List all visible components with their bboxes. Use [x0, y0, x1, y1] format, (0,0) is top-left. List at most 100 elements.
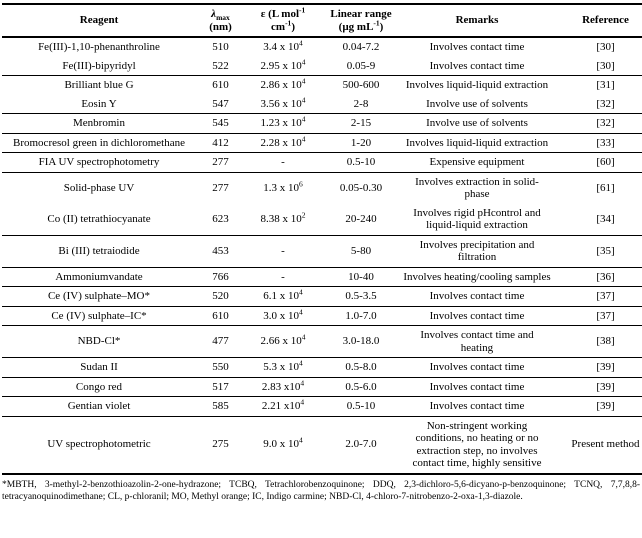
- table-header: Reagent λmax (nm) ε (L mol-1 cm-1) Linea…: [2, 4, 642, 37]
- lambda-max-cell: 277: [212, 156, 229, 168]
- reference-cell: [61]: [596, 181, 615, 194]
- epsilon-cell: 2.21 x104: [261, 397, 305, 412]
- remarks-cell: Involves liquid-liquid extraction: [405, 136, 549, 149]
- epsilon-cell: 3.56 x 104: [260, 94, 306, 110]
- reference-cell: [36]: [596, 270, 615, 283]
- lambda-max-cell: 517: [212, 380, 229, 393]
- linear-range-close: ): [379, 20, 384, 33]
- linear-range-cell: 10-40: [348, 270, 374, 283]
- linear-range-cell: 0.5-3.5: [345, 290, 377, 302]
- lambda-max-cell: 585: [212, 400, 229, 412]
- linear-range-line1: Linear range: [330, 8, 392, 20]
- remarks-cell: Involve use of solvents: [426, 97, 528, 110]
- reagent-cell: Ce (IV) sulphate–IC*: [51, 309, 147, 322]
- remarks-cell: Involves heating/cooling samples: [403, 270, 551, 283]
- remarks-cell: Involves contact time: [429, 290, 525, 302]
- remarks-cell: Involves rigid pHcontrol and liquid-liqu…: [413, 206, 541, 232]
- lambda-max-cell: 610: [212, 79, 229, 91]
- epsilon-line2-close: ): [291, 20, 295, 33]
- reference-cell: [31]: [596, 79, 615, 91]
- remarks-cell: Involves contact time and heating: [420, 329, 534, 354]
- reagent-cell: Congo red: [75, 380, 123, 393]
- reference-cell: [32]: [596, 117, 615, 129]
- table-row: Sudan II 550 5.3 x 104 0.5-8.0 Involves …: [2, 358, 642, 377]
- remarks-cell: Involves contact time: [429, 361, 525, 373]
- reference-cell: [39]: [596, 380, 615, 393]
- col-header-reference: Reference: [582, 14, 629, 27]
- reagent-comparison-table: Reagent λmax (nm) ε (L mol-1 cm-1) Linea…: [2, 3, 642, 475]
- reference-cell: [60]: [596, 156, 615, 168]
- linear-range-cell: 0.5-10: [346, 156, 376, 168]
- remarks-cell: Involves contact time: [429, 309, 525, 322]
- table-row: Bi (III) tetraiodide 453 - 5-80 Involves…: [2, 235, 642, 267]
- reference-cell: [38]: [596, 335, 615, 348]
- reference-cell: [39]: [596, 361, 615, 373]
- col-header-reagent: Reagent: [79, 14, 119, 27]
- reagent-cell: Bromocresol green in dichloromethane: [13, 136, 185, 149]
- col-header-remarks: Remarks: [455, 14, 499, 27]
- epsilon-cell: 9.0 x 104: [263, 435, 303, 451]
- epsilon-cell: -: [281, 156, 285, 168]
- reference-cell: [35]: [596, 244, 615, 257]
- lambda-max-cell: 277: [212, 181, 229, 194]
- table-row: Bromocresol green in dichloromethane 412…: [2, 133, 642, 153]
- linear-range-cell: 20-240: [345, 212, 377, 225]
- table-row: Menbromin 545 1.23 x 104 2-15 Involve us…: [2, 114, 642, 133]
- table-row: Fe(III)-bipyridyl 522 2.95 x 104 0.05-9 …: [2, 57, 642, 76]
- lambda-max-cell: 453: [212, 244, 229, 257]
- epsilon-cell: 3.0 x 104: [263, 306, 303, 322]
- epsilon-cell: -: [281, 244, 285, 257]
- linear-range-cell: 1.0-7.0: [345, 309, 377, 322]
- epsilon-cell: 2.95 x 104: [260, 56, 306, 72]
- reagent-cell: Ce (IV) sulphate–MO*: [47, 290, 151, 302]
- remarks-cell: Involves contact time: [429, 59, 525, 72]
- table-row: Co (II) tetrathiocyanate 623 8.38 x 102 …: [2, 204, 642, 235]
- table-row: Ammoniumvandate 766 - 10-40 Involves hea…: [2, 267, 642, 287]
- epsilon-cell: 3.4 x 104: [263, 38, 303, 53]
- linear-range-cell: 0.04-7.2: [342, 41, 380, 53]
- lambda-max-cell: 550: [212, 361, 229, 373]
- reagent-cell: Ammoniumvandate: [55, 270, 143, 283]
- linear-range-cell: 0.5-10: [346, 400, 376, 412]
- table-row: NBD-Cl* 477 2.66 x 104 3.0-18.0 Involves…: [2, 326, 642, 358]
- lambda-max-cell: 510: [212, 41, 229, 53]
- col-header-linear-range: Linear range (µg mL-1): [321, 4, 401, 37]
- reference-cell: [34]: [596, 212, 615, 225]
- reference-cell: [39]: [596, 400, 615, 412]
- reference-cell: Present method: [571, 438, 640, 451]
- table-row: UV spectrophotometric 275 9.0 x 104 2.0-…: [2, 416, 642, 474]
- reagent-cell: Bi (III) tetraiodide: [58, 244, 140, 257]
- linear-range-cell: 0.05-0.30: [339, 181, 383, 194]
- epsilon-cell: 5.3 x 104: [263, 358, 303, 373]
- lambda-max-cell: 623: [212, 212, 229, 225]
- linear-range-exp: -1: [373, 17, 380, 27]
- lambda-symbol: λ: [211, 8, 217, 20]
- remarks-cell: Non-stringent working conditions, no hea…: [412, 419, 542, 470]
- table-body: Fe(III)-1,10-phenanthroline 510 3.4 x 10…: [2, 37, 642, 474]
- header-row: Reagent λmax (nm) ε (L mol-1 cm-1) Linea…: [2, 4, 642, 37]
- reagent-cell: Fe(III)-bipyridyl: [62, 59, 136, 72]
- linear-range-cell: 0.5-8.0: [345, 361, 377, 373]
- reference-cell: [37]: [596, 309, 615, 322]
- epsilon-line2: cm: [271, 20, 286, 33]
- lambda-max-cell: 547: [212, 97, 229, 110]
- reagent-cell: Fe(III)-1,10-phenanthroline: [38, 41, 160, 53]
- reagent-cell: Brilliant blue G: [64, 79, 134, 91]
- remarks-cell: Involve use of solvents: [426, 117, 528, 129]
- reference-cell: [30]: [596, 59, 615, 72]
- remarks-cell: Involves precipitation and filtration: [419, 238, 535, 264]
- col-header-lambda-max: λmax (nm): [196, 4, 245, 37]
- remarks-cell: Expensive equipment: [429, 156, 525, 168]
- lambda-max-cell: 610: [212, 309, 229, 322]
- remarks-cell: Involves contact time: [429, 380, 525, 393]
- table-row: Brilliant blue G 610 2.86 x 104 500-600 …: [2, 76, 642, 95]
- epsilon-cell: 2.66 x 104: [260, 332, 306, 348]
- reagent-cell: Menbromin: [73, 117, 125, 129]
- epsilon-line1: ε (L mol: [260, 8, 300, 20]
- remarks-cell: Involves extraction in solid-phase: [415, 175, 539, 201]
- lambda-max-cell: 477: [212, 335, 229, 348]
- linear-range-cell: 500-600: [342, 79, 380, 91]
- table-row: Ce (IV) sulphate–IC* 610 3.0 x 104 1.0-7…: [2, 306, 642, 326]
- lambda-subscript: max: [216, 13, 230, 23]
- reagent-cell: Gentian violet: [67, 400, 131, 412]
